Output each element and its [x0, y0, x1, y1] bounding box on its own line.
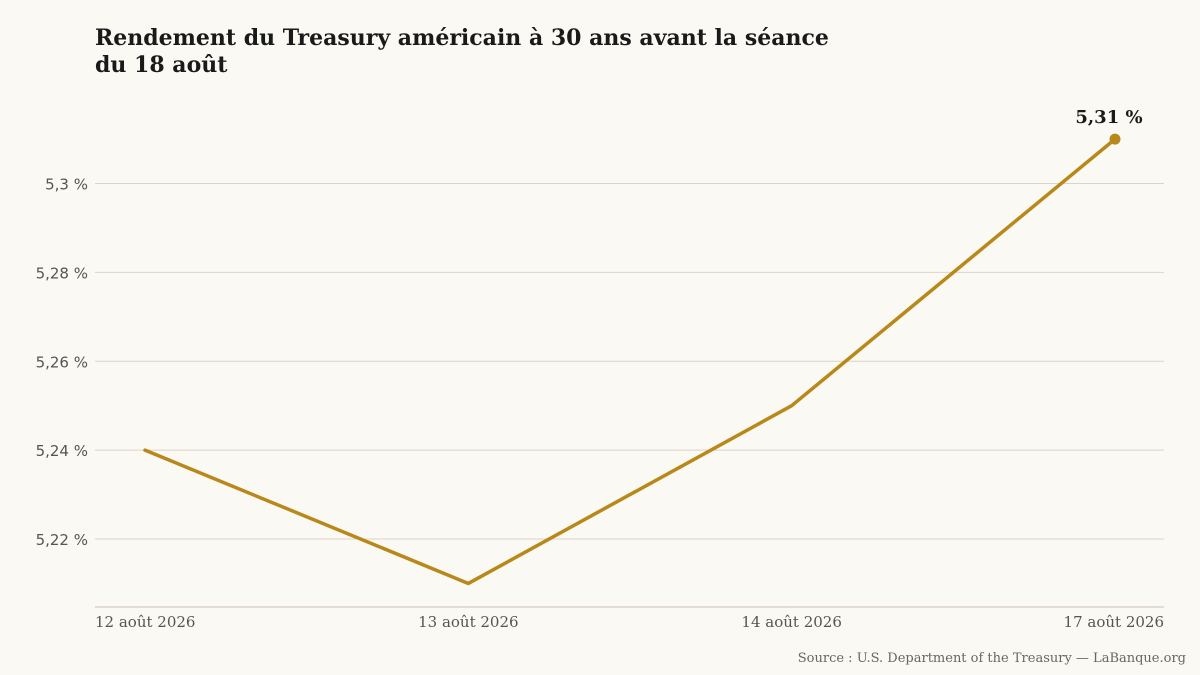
end-value-label: 5,31 %: [1075, 107, 1142, 128]
y-tick-label: 5,28 %: [36, 264, 88, 282]
chart-title-line-1: Rendement du Treasury américain à 30 ans…: [95, 25, 829, 51]
x-tick-label: 12 août 2026: [95, 613, 195, 631]
y-tick-label: 5,24 %: [36, 442, 88, 460]
end-point-marker: [1109, 133, 1121, 145]
y-tick-label: 5,22 %: [36, 531, 88, 549]
chart-title-line-2: du 18 août: [95, 52, 228, 78]
x-tick-label: 14 août 2026: [741, 613, 841, 631]
chart-title: Rendement du Treasury américain à 30 ans…: [95, 25, 895, 79]
series-line: [143, 137, 1117, 586]
y-tick-label: 5,26 %: [36, 353, 88, 371]
y-tick-label: 5,3 %: [45, 176, 88, 194]
source-note: Source : U.S. Department of the Treasury…: [797, 651, 1186, 666]
x-tick-label: 13 août 2026: [418, 613, 518, 631]
x-tick-label: 17 août 2026: [1064, 613, 1164, 631]
